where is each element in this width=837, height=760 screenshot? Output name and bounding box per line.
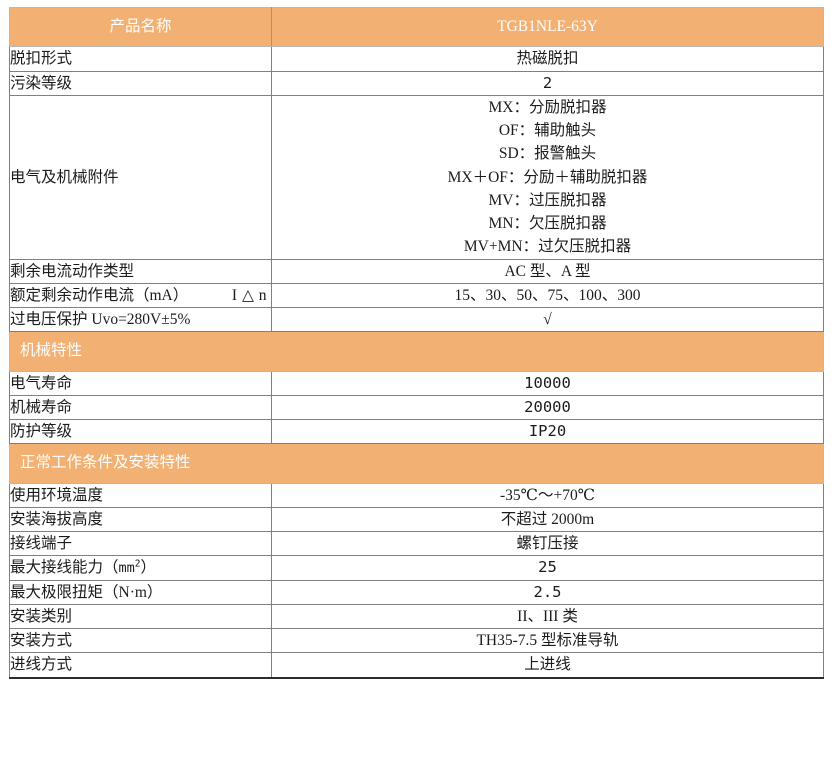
row-label-max-torque: 最大极限扭矩（N·m） — [9, 579, 272, 605]
row-label-protection-degree: 防护等级 — [9, 418, 272, 445]
table-row: 安装类别 II、III 类 — [9, 603, 824, 630]
row-value-trip-type: 热磁脱扣 — [271, 46, 824, 72]
row-value-protection-degree: IP20 — [271, 418, 824, 445]
table-row: 电气寿命 10000 — [9, 370, 824, 396]
row-label-overvoltage-protection: 过电压保护 Uvo=280V±5% — [9, 306, 272, 333]
row-label-altitude: 安装海拔高度 — [9, 506, 272, 533]
row-value-installation-category: II、III 类 — [271, 603, 824, 630]
row-value-ambient-temperature: -35℃～+70℃ — [271, 482, 824, 508]
section-header-operating-label: 正常工作条件及安装特性 — [9, 443, 824, 484]
table-row: 接线端子 螺钉压接 — [9, 530, 824, 557]
table-row: 最大接线能力（mm2） 25 — [9, 555, 824, 581]
table-row: 安装海拔高度 不超过 2000m — [9, 506, 824, 533]
row-value-incoming-line: 上进线 — [271, 652, 824, 679]
row-label-symbol-idn: I △ n — [231, 286, 267, 304]
accessory-line: MV+MN：过欠压脱扣器 — [463, 238, 632, 256]
row-value-overvoltage-protection: √ — [271, 306, 824, 333]
table-row: 使用环境温度 -35℃～+70℃ — [9, 482, 824, 508]
table-row: 脱扣形式 热磁脱扣 — [9, 46, 824, 72]
row-label-installation-category: 安装类别 — [9, 603, 272, 630]
table-row: 防护等级 IP20 — [9, 418, 824, 445]
row-label-max-wire-capacity: 最大接线能力（mm2） — [9, 555, 272, 581]
row-label-pollution-degree: 污染等级 — [9, 70, 272, 96]
accessory-line: MX＋OF：分励＋辅助脱扣器 — [447, 168, 648, 186]
row-value-mounting-method: TH35-7.5 型标准导轨 — [271, 627, 824, 654]
row-label-terminal: 接线端子 — [9, 530, 272, 557]
row-label-ambient-temperature: 使用环境温度 — [9, 482, 272, 508]
table-row-accessories: 电气及机械附件 MX：分励脱扣器 OF：辅助触头 SD：报警触头 MX＋OF：分… — [9, 94, 824, 260]
accessory-line: OF：辅助触头 — [498, 122, 597, 139]
row-value-altitude: 不超过 2000m — [271, 506, 824, 533]
table-row: 污染等级 2 — [9, 70, 824, 96]
row-label-residual-current-type: 剩余电流动作类型 — [9, 258, 272, 284]
table-row: 过电压保护 Uvo=280V±5% √ — [9, 306, 824, 333]
row-value-pollution-degree: 2 — [271, 70, 824, 96]
section-header-mechanical-label: 机械特性 — [9, 331, 824, 372]
row-label-mounting-method: 安装方式 — [9, 627, 272, 654]
table-row: 安装方式 TH35-7.5 型标准导轨 — [9, 627, 824, 654]
accessory-line: MN：欠压脱扣器 — [488, 215, 607, 232]
row-label-text: 额定剩余动作电流（mA） — [10, 286, 189, 304]
row-value-max-torque: 2.5 — [271, 579, 824, 605]
table-row: 最大极限扭矩（N·m） 2.5 — [9, 579, 824, 605]
row-value-terminal: 螺钉压接 — [271, 530, 824, 557]
row-label-rated-residual-current: I △ n 额定剩余动作电流（mA） — [9, 282, 272, 309]
row-label-incoming-line: 进线方式 — [9, 652, 272, 679]
section-header-mechanical: 机械特性 — [9, 331, 824, 372]
table-row: I △ n 额定剩余动作电流（mA） 15、30、50、75、100、300 — [9, 282, 824, 309]
row-label-trip-type: 脱扣形式 — [9, 46, 272, 72]
row-label-mechanical-life: 机械寿命 — [9, 394, 272, 421]
row-value-mechanical-life: 20000 — [271, 394, 824, 421]
table-header-row: 产品名称 TGB1NLE-63Y — [9, 6, 824, 48]
table-row: 进线方式 上进线 — [9, 652, 824, 679]
row-label-accessories: 电气及机械附件 — [9, 94, 272, 260]
row-value-rated-residual-current: 15、30、50、75、100、300 — [271, 282, 824, 309]
row-value-max-wire-capacity: 25 — [271, 555, 824, 581]
accessory-line: MV：过压脱扣器 — [488, 191, 607, 209]
row-label-electrical-life: 电气寿命 — [9, 370, 272, 396]
specification-table: 产品名称 TGB1NLE-63Y 脱扣形式 热磁脱扣 污染等级 2 电气及机械附… — [9, 6, 824, 679]
table-row: 剩余电流动作类型 AC 型、A 型 — [9, 258, 824, 284]
accessory-line: SD：报警触头 — [498, 145, 597, 163]
section-header-operating: 正常工作条件及安装特性 — [9, 443, 824, 484]
header-cell-product-name: 产品名称 — [9, 6, 272, 48]
table-row: 机械寿命 20000 — [9, 394, 824, 421]
row-value-residual-current-type: AC 型、A 型 — [271, 258, 824, 284]
header-cell-model: TGB1NLE-63Y — [271, 6, 824, 48]
row-value-accessories: MX：分励脱扣器 OF：辅助触头 SD：报警触头 MX＋OF：分励＋辅助脱扣器 … — [271, 94, 824, 260]
row-value-electrical-life: 10000 — [271, 370, 824, 396]
accessory-line: MX：分励脱扣器 — [488, 98, 607, 116]
